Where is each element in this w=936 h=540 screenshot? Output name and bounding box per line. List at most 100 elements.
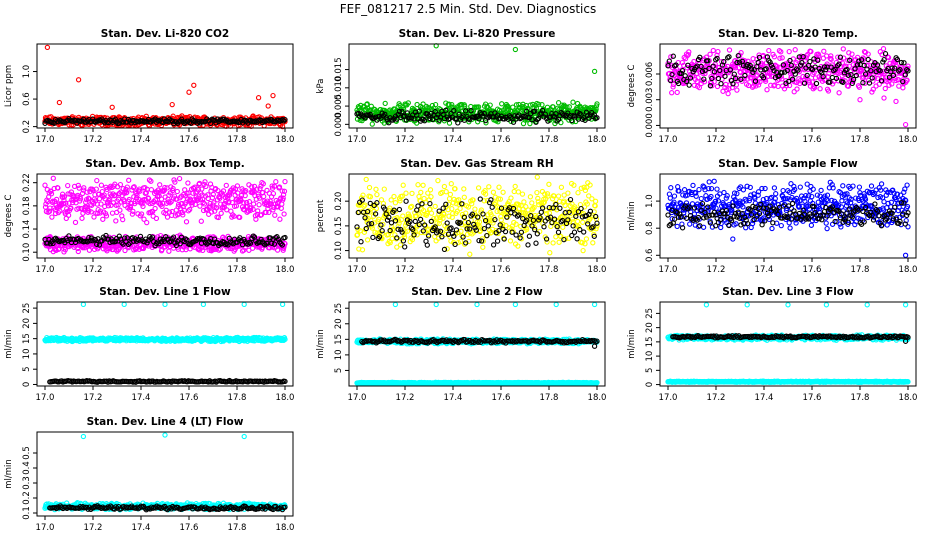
- data-point: [527, 102, 534, 108]
- data-point: [534, 189, 540, 196]
- y-axis-label: ml/min: [627, 201, 637, 231]
- x-tick-label: 17.2: [396, 265, 415, 275]
- data-point: [463, 108, 469, 114]
- x-tick-label: 17.6: [180, 135, 199, 145]
- data-point: [256, 202, 262, 208]
- data-points: [354, 174, 600, 257]
- data-point: [427, 187, 434, 193]
- x-tick-label: 17.6: [492, 135, 511, 145]
- data-point: [403, 198, 409, 204]
- data-point: [455, 120, 461, 126]
- data-point: [432, 101, 439, 108]
- plot-frame: [36, 43, 294, 129]
- data-point: [250, 201, 257, 207]
- data-point: [583, 236, 590, 242]
- data-point: [792, 47, 798, 53]
- outlier-point: [279, 123, 286, 130]
- data-point: [355, 110, 361, 117]
- data-point: [366, 184, 373, 191]
- y-tick-label: 0.10: [22, 243, 32, 262]
- x-tick-label: 17.6: [803, 265, 822, 275]
- data-point: [529, 200, 535, 206]
- data-point: [527, 194, 534, 200]
- data-point: [556, 239, 562, 245]
- data-point: [558, 109, 564, 116]
- data-point: [386, 120, 392, 126]
- data-point: [560, 224, 566, 230]
- data-point: [866, 80, 873, 86]
- chart-title: Stan. Dev. Li-820 Pressure: [399, 28, 556, 40]
- data-point: [669, 90, 675, 96]
- data-point: [764, 87, 770, 93]
- data-point: [164, 214, 171, 220]
- data-point: [79, 215, 85, 221]
- data-point: [878, 181, 885, 187]
- x-tick-label: 17.4: [132, 265, 151, 275]
- y-tick-label: 0.006: [645, 62, 655, 86]
- data-point: [674, 89, 680, 96]
- data-point: [884, 222, 890, 228]
- data-point: [472, 206, 478, 212]
- data-point: [553, 234, 559, 240]
- data-point: [218, 210, 224, 216]
- data-point: [126, 177, 132, 183]
- data-point: [166, 248, 172, 254]
- outlier-point: [186, 89, 192, 95]
- data-point: [389, 235, 395, 242]
- x-tick-label: 17.0: [659, 265, 678, 275]
- data-point: [476, 116, 482, 122]
- data-point: [515, 189, 522, 195]
- data-point: [581, 229, 587, 235]
- data-point: [725, 90, 731, 97]
- data-point: [882, 85, 888, 92]
- y-tick-label: 0.005: [334, 94, 344, 118]
- data-points: [665, 46, 911, 128]
- x-tick-label: 17.0: [36, 135, 55, 145]
- data-point: [581, 115, 587, 121]
- outlier-point: [857, 97, 863, 103]
- x-tick-label: 17.0: [348, 265, 367, 275]
- data-point: [415, 182, 421, 188]
- chart-panel-4: Stan. Dev. Amb. Box Temp.degrees C17.0 17…: [4, 158, 294, 275]
- data-point: [839, 198, 845, 204]
- data-point: [593, 106, 599, 112]
- data-points: [42, 44, 288, 130]
- data-point: [447, 115, 453, 122]
- data-point: [364, 237, 371, 243]
- data-point: [817, 86, 823, 92]
- data-point: [565, 190, 571, 196]
- data-point: [904, 182, 910, 188]
- y-axis-label: Licor ppm: [4, 65, 14, 107]
- data-point: [769, 225, 775, 232]
- data-point: [113, 218, 119, 224]
- data-point: [577, 110, 583, 117]
- data-point: [856, 184, 863, 190]
- x-tick-label: 17.8: [228, 265, 247, 275]
- data-point: [486, 184, 492, 190]
- y-axis-label: ml/min: [4, 329, 14, 359]
- data-point: [457, 205, 463, 212]
- y-tick-label: 0.8: [645, 221, 655, 235]
- data-point: [496, 184, 502, 190]
- data-points: [354, 43, 600, 127]
- outlier-point: [56, 99, 63, 106]
- data-point: [840, 46, 846, 52]
- data-point: [174, 188, 180, 195]
- outlier-point: [109, 104, 115, 110]
- data-points: [42, 175, 288, 255]
- data-point: [416, 108, 422, 114]
- data-point: [524, 108, 530, 114]
- y-tick-label: 0.000: [334, 112, 344, 136]
- x-tick-label: 17.8: [540, 265, 559, 275]
- x-tick-label: 18.0: [588, 135, 607, 145]
- y-tick-label: 0.18: [22, 196, 32, 215]
- data-point: [279, 201, 285, 207]
- data-point: [100, 216, 106, 222]
- data-point: [424, 242, 430, 248]
- data-point: [718, 81, 724, 87]
- y-tick-label: 0.2: [22, 120, 32, 134]
- x-tick-label: 17.6: [492, 265, 511, 275]
- x-tick-label: 17.4: [755, 265, 774, 275]
